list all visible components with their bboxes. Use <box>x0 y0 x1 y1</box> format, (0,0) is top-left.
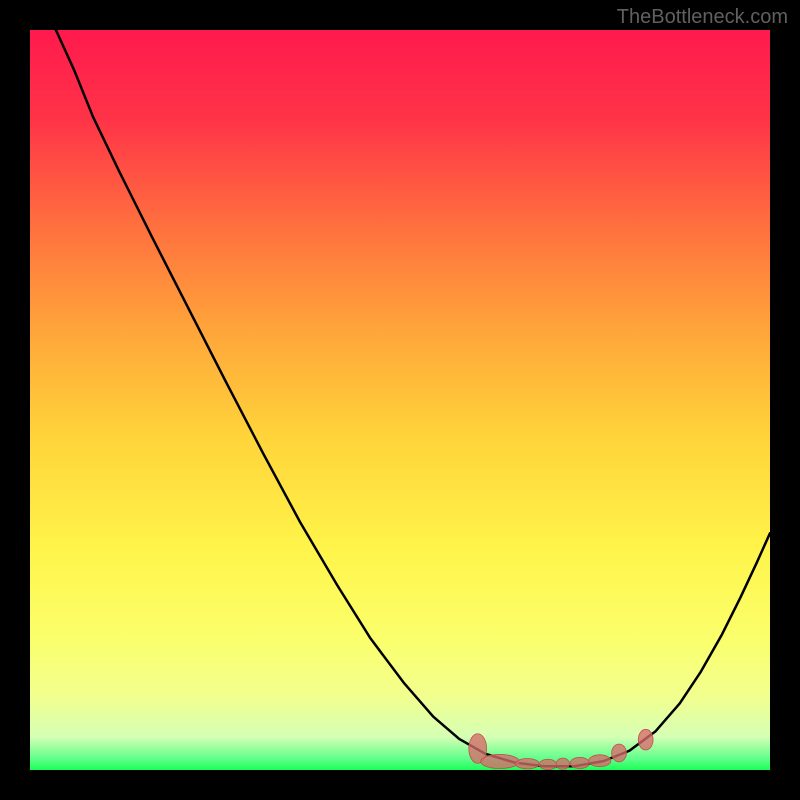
marker-point <box>570 757 589 768</box>
watermark-text: TheBottleneck.com <box>617 6 788 29</box>
marker-point <box>539 759 557 769</box>
marker-point <box>612 744 627 762</box>
marker-point <box>638 729 653 750</box>
marker-point <box>481 754 519 768</box>
marker-point <box>515 759 539 769</box>
marker-point <box>556 758 569 769</box>
markers-layer <box>30 30 770 770</box>
marker-point <box>589 755 611 767</box>
chart-plot-area <box>30 30 770 770</box>
